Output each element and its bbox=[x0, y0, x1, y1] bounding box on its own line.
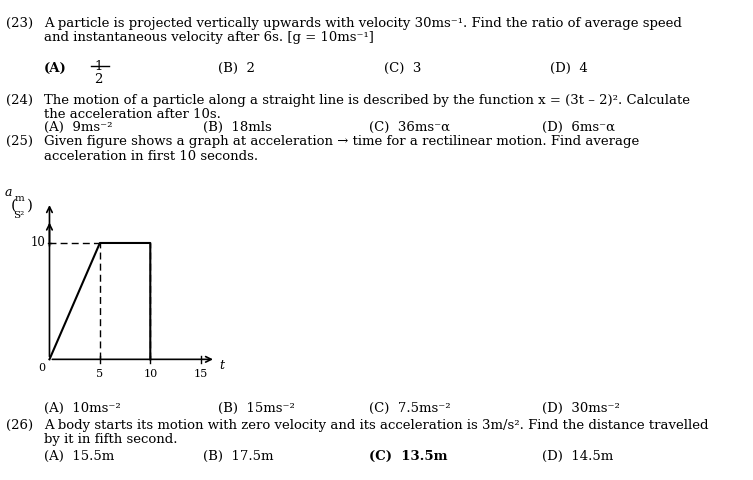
Text: 10: 10 bbox=[143, 369, 157, 379]
Text: 10: 10 bbox=[31, 237, 45, 250]
Text: (D)  6ms⁻α: (D) 6ms⁻α bbox=[542, 121, 615, 134]
Text: (B)  2: (B) 2 bbox=[218, 62, 255, 75]
Text: 15: 15 bbox=[194, 369, 208, 379]
Text: acceleration in first 10 seconds.: acceleration in first 10 seconds. bbox=[44, 150, 258, 163]
Text: (24): (24) bbox=[6, 94, 33, 107]
Text: by it in fifth second.: by it in fifth second. bbox=[44, 433, 177, 446]
Text: and instantaneous velocity after 6s. [g = 10ms⁻¹]: and instantaneous velocity after 6s. [g … bbox=[44, 31, 373, 44]
Text: the acceleration after 10s.: the acceleration after 10s. bbox=[44, 108, 221, 121]
Text: A particle is projected vertically upwards with velocity 30ms⁻¹. Find the ratio : A particle is projected vertically upwar… bbox=[44, 17, 681, 30]
Text: S²: S² bbox=[14, 211, 25, 219]
Text: 2: 2 bbox=[94, 73, 102, 86]
Text: (: ( bbox=[11, 199, 17, 213]
Text: 1: 1 bbox=[94, 60, 102, 73]
Text: (C)  7.5ms⁻²: (C) 7.5ms⁻² bbox=[369, 402, 450, 415]
Text: (B)  15ms⁻²: (B) 15ms⁻² bbox=[218, 402, 295, 415]
Text: ): ) bbox=[27, 199, 33, 213]
Text: (C)  36ms⁻α: (C) 36ms⁻α bbox=[369, 121, 450, 134]
Text: 0: 0 bbox=[38, 363, 45, 373]
Text: (A)  9ms⁻²: (A) 9ms⁻² bbox=[44, 121, 112, 134]
Text: (26): (26) bbox=[6, 419, 33, 432]
Text: (B)  18mls: (B) 18mls bbox=[203, 121, 272, 134]
Text: (B)  17.5m: (B) 17.5m bbox=[203, 450, 274, 463]
Text: t: t bbox=[219, 359, 224, 372]
Text: The motion of a particle along a straight line is described by the function x = : The motion of a particle along a straigh… bbox=[44, 94, 690, 107]
Text: (23): (23) bbox=[6, 17, 33, 30]
Text: (A)  15.5m: (A) 15.5m bbox=[44, 450, 114, 463]
Text: (A)  10ms⁻²: (A) 10ms⁻² bbox=[44, 402, 120, 415]
Text: (D)  4: (D) 4 bbox=[550, 62, 587, 75]
Text: (D)  14.5m: (D) 14.5m bbox=[542, 450, 614, 463]
Text: A body starts its motion with zero velocity and its acceleration is 3m/s². Find : A body starts its motion with zero veloc… bbox=[44, 419, 708, 432]
Text: (C)  3: (C) 3 bbox=[384, 62, 422, 75]
Text: (D)  30ms⁻²: (D) 30ms⁻² bbox=[542, 402, 620, 415]
Text: Given figure shows a graph at acceleration → time for a rectilinear motion. Find: Given figure shows a graph at accelerati… bbox=[44, 135, 639, 148]
Text: a: a bbox=[4, 186, 11, 199]
Text: (25): (25) bbox=[6, 135, 33, 148]
Text: (C)  13.5m: (C) 13.5m bbox=[369, 450, 447, 463]
Text: 5: 5 bbox=[96, 369, 103, 379]
Text: (A): (A) bbox=[44, 62, 66, 75]
Text: m: m bbox=[14, 194, 24, 203]
